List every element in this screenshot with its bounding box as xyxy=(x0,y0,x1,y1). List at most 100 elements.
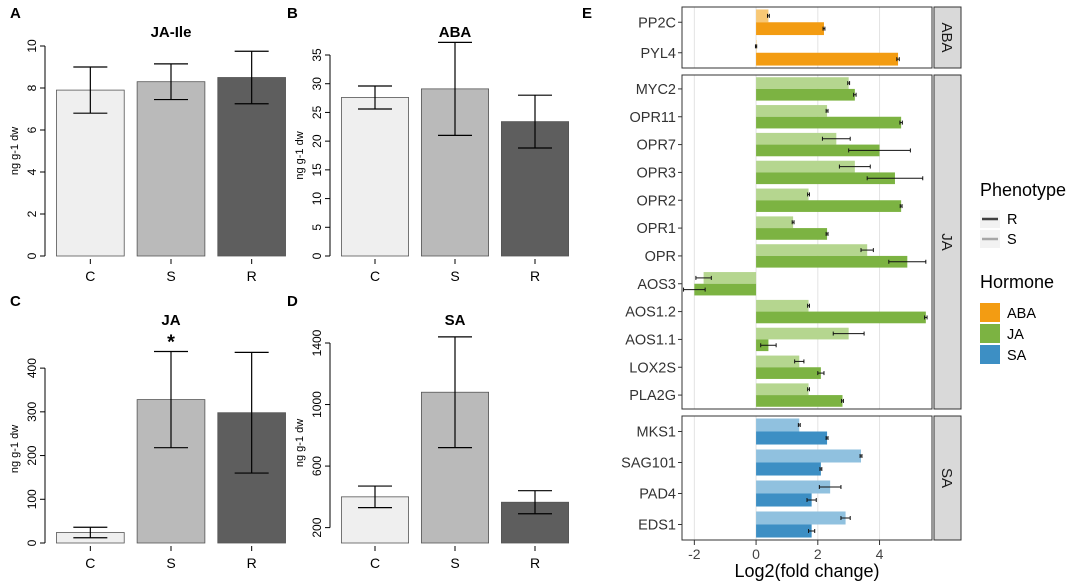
x-tick-label: C xyxy=(85,555,95,571)
bar-mks1-s xyxy=(756,418,800,432)
bar-opr7-r xyxy=(756,144,880,157)
bar-aos3-s xyxy=(703,272,757,284)
bar-opr-r xyxy=(756,255,908,268)
bar-pla2g-s xyxy=(756,383,809,396)
bar-aos1.2-r xyxy=(756,311,926,324)
legend-key-aba xyxy=(980,303,1000,322)
x-tick-label: R xyxy=(247,555,257,571)
y-tick-label: 30 xyxy=(310,77,324,91)
y-tick-label: 25 xyxy=(310,105,324,119)
legend-title-hormone: Hormone xyxy=(980,272,1054,292)
y-axis-label: ng g-1 dw xyxy=(294,419,306,467)
panel-label: D xyxy=(287,293,298,310)
bar-pad4-r xyxy=(756,493,812,507)
y-tick-label: 15 xyxy=(310,163,324,177)
panel-a: A JA-Ile ng g-1 dw 0 2 4 6 8 10 C S R xyxy=(9,5,286,284)
facet-background xyxy=(682,75,932,409)
legend-label-r: R xyxy=(1007,212,1017,228)
y-tick-label: 6 xyxy=(25,126,39,133)
panel-label: C xyxy=(10,293,21,310)
legend-label-sa: SA xyxy=(1007,348,1027,364)
y-tick-label: 300 xyxy=(25,402,39,422)
x-tick-label: S xyxy=(166,268,175,284)
x-tick-label: R xyxy=(247,268,257,284)
bar-lox2s-s xyxy=(756,355,800,368)
bar-myc2-r xyxy=(756,88,855,101)
facet-strip xyxy=(933,6,962,69)
gene-label: PLA2G xyxy=(629,388,676,404)
gene-label: LOX2S xyxy=(629,360,676,376)
y-axis-label: ng g-1 dw xyxy=(9,127,21,175)
y-axis-label: ng g-1 dw xyxy=(294,131,306,179)
panel-title: JA xyxy=(161,312,180,329)
facet-strip-label: SA xyxy=(938,468,955,488)
bar-pp2c-r xyxy=(756,22,824,36)
bar-aos3-r xyxy=(694,283,757,296)
bar-opr2-r xyxy=(756,200,902,212)
gene-label: PP2C xyxy=(638,15,676,31)
panel-label: A xyxy=(10,5,21,22)
y-tick-label: 2 xyxy=(25,210,39,217)
gene-label: MYC2 xyxy=(636,82,676,98)
gene-label: OPR7 xyxy=(637,138,677,154)
bar-opr1-s xyxy=(756,216,794,229)
bar-opr3-s xyxy=(756,160,855,173)
gene-label: MKS1 xyxy=(637,425,677,441)
gene-label: AOS1.1 xyxy=(625,332,676,348)
facet-border xyxy=(681,74,933,410)
panel-title: ABA xyxy=(439,24,472,41)
x-tick-label: S xyxy=(450,555,459,571)
y-tick-label: 35 xyxy=(310,48,324,62)
bar-opr1-r xyxy=(756,228,828,240)
bar-opr2-s xyxy=(756,188,809,201)
legend-label-s: S xyxy=(1007,232,1017,248)
y-tick-label: 10 xyxy=(310,192,324,206)
bar-pla2g-r xyxy=(756,395,843,407)
bar-aos1.2-s xyxy=(756,299,809,312)
facet-strip-label: JA xyxy=(938,233,955,251)
facet-border xyxy=(681,415,933,541)
x-tick-label: 4 xyxy=(876,546,884,562)
legend-key-ja xyxy=(980,324,1000,343)
x-tick-label: S xyxy=(166,555,175,571)
bar-opr3-r xyxy=(756,172,895,185)
bar-mks1-r xyxy=(756,431,828,445)
y-tick-label: 1000 xyxy=(310,391,324,418)
gene-label: SAG101 xyxy=(621,456,676,472)
bar-opr11-r xyxy=(756,116,902,129)
bar-pp2c-s xyxy=(756,9,769,23)
y-tick-label: 200 xyxy=(25,445,39,465)
x-tick-label: 2 xyxy=(814,546,822,562)
significance-marker: * xyxy=(167,332,175,354)
y-tick-label: 8 xyxy=(25,84,39,91)
panel-title: JA-Ile xyxy=(151,24,192,41)
bar-r xyxy=(217,77,286,257)
y-tick-label: 0 xyxy=(25,252,39,259)
y-axis-label: ng g-1 dw xyxy=(9,425,21,473)
x-tick-label: S xyxy=(450,268,459,284)
legend-title-phenotype: Phenotype xyxy=(980,180,1066,200)
bar-eds1-r xyxy=(756,524,812,538)
y-tick-label: 4 xyxy=(25,168,39,175)
y-tick-label: 10 xyxy=(25,39,39,53)
legend-label-aba: ABA xyxy=(1007,306,1036,322)
bar-s xyxy=(136,81,206,257)
y-tick-label: 0 xyxy=(310,252,324,259)
y-tick-label: 200 xyxy=(310,517,324,537)
bar-sag101-r xyxy=(756,462,821,476)
panel-label: E xyxy=(582,5,592,22)
x-tick-label: C xyxy=(85,268,95,284)
y-tick-label: 1400 xyxy=(310,329,324,356)
bar-pyl4-r xyxy=(756,52,899,66)
bar-sag101-s xyxy=(756,449,862,463)
gene-label: OPR11 xyxy=(630,110,676,126)
x-tick-label: R xyxy=(530,555,540,571)
bar-pad4-s xyxy=(756,480,831,494)
y-tick-label: 20 xyxy=(310,134,324,148)
gene-label: AOS1.2 xyxy=(625,305,676,321)
legend-label-ja: JA xyxy=(1007,327,1024,343)
gene-label: OPR2 xyxy=(637,193,677,209)
bar-c xyxy=(340,97,409,257)
gene-label: AOS3 xyxy=(637,277,676,293)
